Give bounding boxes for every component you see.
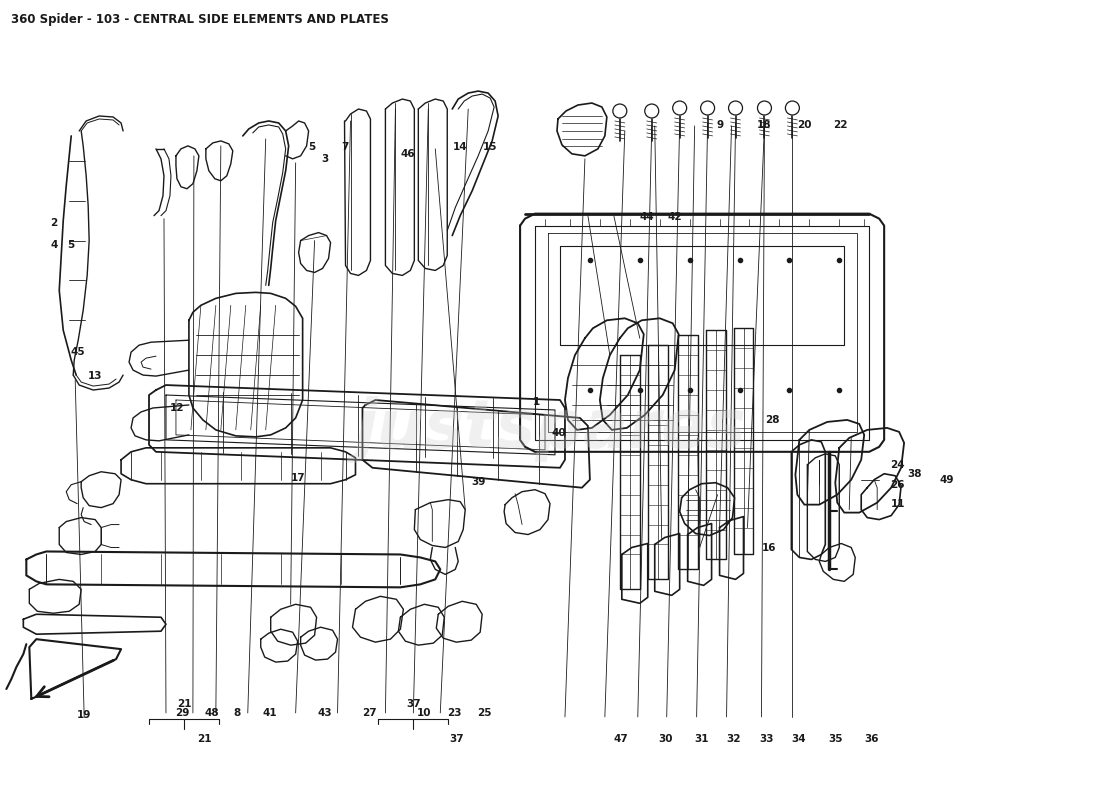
Text: justspares: justspares xyxy=(354,396,746,463)
Text: 36: 36 xyxy=(865,734,879,744)
Text: 21: 21 xyxy=(197,734,211,744)
Text: 16: 16 xyxy=(762,543,777,554)
Text: 47: 47 xyxy=(614,734,629,744)
Text: 20: 20 xyxy=(798,120,812,130)
Text: 30: 30 xyxy=(658,734,672,744)
Text: 43: 43 xyxy=(318,708,332,718)
Text: 15: 15 xyxy=(483,142,497,152)
Text: 37: 37 xyxy=(406,699,420,709)
Text: 38: 38 xyxy=(908,469,922,479)
Text: 34: 34 xyxy=(792,734,806,744)
Text: 48: 48 xyxy=(205,708,219,718)
Text: 49: 49 xyxy=(939,474,955,485)
Text: 41: 41 xyxy=(263,708,277,718)
Text: 24: 24 xyxy=(891,460,905,470)
Text: 46: 46 xyxy=(400,150,415,159)
Text: 360 Spider - 103 - CENTRAL SIDE ELEMENTS AND PLATES: 360 Spider - 103 - CENTRAL SIDE ELEMENTS… xyxy=(11,14,389,26)
Text: 35: 35 xyxy=(828,734,843,744)
Text: 5: 5 xyxy=(67,239,74,250)
Text: 33: 33 xyxy=(759,734,773,744)
Text: 17: 17 xyxy=(290,473,305,483)
Text: 37: 37 xyxy=(450,734,464,744)
Text: 13: 13 xyxy=(87,371,102,381)
Text: 12: 12 xyxy=(169,403,184,413)
Text: 39: 39 xyxy=(472,477,486,487)
Text: 25: 25 xyxy=(477,708,492,718)
Text: 14: 14 xyxy=(453,142,468,152)
Text: 19: 19 xyxy=(77,710,91,720)
Text: 28: 28 xyxy=(766,415,780,425)
Text: 9: 9 xyxy=(716,120,724,130)
Text: 32: 32 xyxy=(726,734,740,744)
Text: 7: 7 xyxy=(341,142,349,152)
Text: 1: 1 xyxy=(534,398,540,407)
Text: 45: 45 xyxy=(70,347,86,357)
Text: 18: 18 xyxy=(757,120,771,130)
Text: 11: 11 xyxy=(891,498,905,509)
Text: 27: 27 xyxy=(362,708,376,718)
Text: 10: 10 xyxy=(417,708,431,718)
Text: 40: 40 xyxy=(551,429,566,438)
Text: 2: 2 xyxy=(51,218,57,228)
Text: 3: 3 xyxy=(321,154,329,164)
Text: 8: 8 xyxy=(233,708,241,718)
Text: 23: 23 xyxy=(448,708,462,718)
Text: 31: 31 xyxy=(694,734,708,744)
Text: 4: 4 xyxy=(51,239,57,250)
Text: 42: 42 xyxy=(668,212,682,222)
Text: 29: 29 xyxy=(175,708,189,718)
Text: 44: 44 xyxy=(639,212,653,222)
Text: 22: 22 xyxy=(834,120,848,130)
Text: 5: 5 xyxy=(308,142,316,152)
Text: 26: 26 xyxy=(891,479,905,490)
Text: 21: 21 xyxy=(177,699,191,709)
